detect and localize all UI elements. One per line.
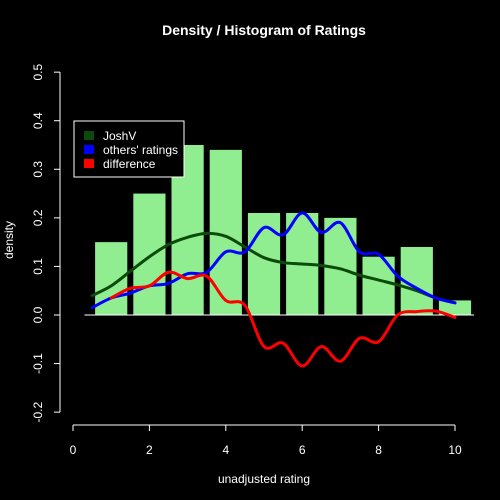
- histogram-bar-9: [438, 300, 472, 315]
- y-tick-label-5: 0.3: [31, 161, 45, 178]
- y-tick-label-7: 0.5: [31, 63, 45, 80]
- x-tick-label-2: 4: [222, 443, 229, 457]
- series-line-difference: [109, 270, 457, 368]
- axes: 0 2 4 6 8 10 -0.2 -0.1 0.0 0.1 0.2 0.3 0.4 0.5: [31, 63, 462, 457]
- x-tick-label-5: 10: [448, 443, 462, 457]
- density-curves: [90, 211, 457, 368]
- x-tick-label-0: 0: [70, 443, 77, 457]
- series-line-josh: [90, 231, 457, 305]
- legend: JoshV others' ratings difference: [73, 120, 185, 178]
- y-tick-label-4: 0.2: [31, 209, 45, 226]
- legend-swatch-josh: [84, 131, 94, 140]
- y-tick-label-6: 0.4: [31, 112, 45, 129]
- y-axis-label: density: [2, 221, 16, 259]
- legend-label-josh: JoshV: [103, 129, 136, 143]
- y-tick-label-2: 0.0: [31, 306, 45, 323]
- x-tick-label-1: 2: [146, 443, 153, 457]
- x-tick-label-4: 8: [375, 443, 382, 457]
- x-axis-label: unadjusted rating: [218, 472, 310, 486]
- chart-title: Density / Histogram of Ratings: [162, 22, 366, 38]
- legend-swatch-difference: [84, 159, 94, 168]
- histogram-bar-1: [133, 193, 166, 315]
- legend-swatch-others: [84, 145, 94, 154]
- histogram-bar-4: [247, 213, 281, 315]
- legend-label-others: others' ratings: [103, 143, 178, 157]
- y-tick-label-3: 0.1: [31, 258, 45, 275]
- y-tick-label-1: -0.1: [31, 353, 45, 374]
- legend-label-difference: difference: [103, 157, 156, 171]
- y-tick-label-0: -0.2: [31, 401, 45, 422]
- x-tick-label-3: 6: [299, 443, 306, 457]
